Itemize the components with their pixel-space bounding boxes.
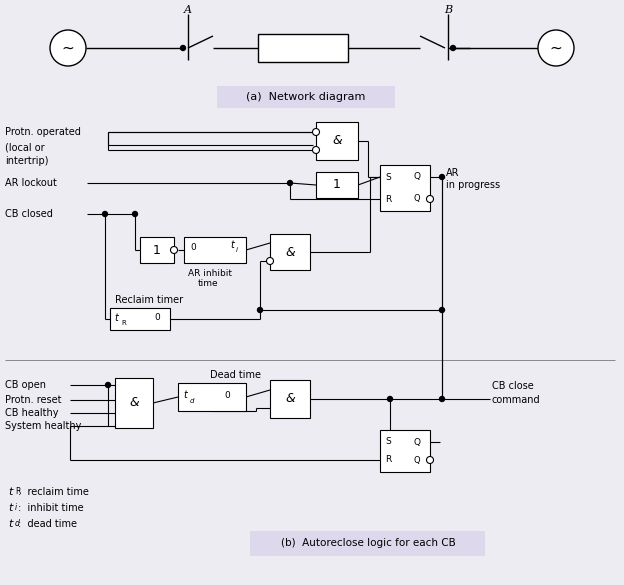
Text: Q: Q [414, 194, 421, 204]
Text: A: A [184, 5, 192, 15]
Circle shape [538, 30, 574, 66]
Text: ~: ~ [62, 40, 74, 56]
Circle shape [451, 46, 456, 50]
Text: AR lockout: AR lockout [5, 178, 57, 188]
Bar [380, 430, 430, 472]
Text: t: t [183, 390, 187, 400]
Text: 1: 1 [333, 178, 341, 191]
Bar [178, 383, 246, 411]
Circle shape [132, 212, 137, 216]
Text: S: S [385, 173, 391, 181]
Text: &: & [332, 135, 342, 147]
Text: Q: Q [414, 438, 421, 446]
Bar [380, 165, 430, 211]
Text: &: & [285, 393, 295, 405]
Text: &: & [285, 246, 295, 259]
Text: t: t [8, 519, 12, 529]
Text: System healthy: System healthy [5, 421, 81, 431]
Bar [316, 122, 358, 160]
Bar [316, 172, 358, 198]
Bar [250, 531, 485, 556]
Text: Protn. operated: Protn. operated [5, 127, 81, 137]
Text: Q: Q [414, 173, 421, 181]
Circle shape [439, 174, 444, 180]
Circle shape [313, 129, 319, 136]
Bar [270, 234, 310, 270]
Circle shape [426, 195, 434, 202]
Text: d: d [15, 519, 20, 528]
Text: t: t [114, 313, 118, 323]
Text: in progress: in progress [446, 180, 500, 190]
Text: intertrip): intertrip) [5, 156, 49, 166]
Text: CB open: CB open [5, 380, 46, 390]
Text: (local or: (local or [5, 142, 45, 152]
Circle shape [102, 212, 107, 216]
Bar [184, 237, 246, 263]
Bar [115, 378, 153, 428]
Text: &: & [129, 397, 139, 410]
Text: CB close: CB close [492, 381, 534, 391]
Text: t: t [8, 503, 12, 513]
Text: 0: 0 [190, 243, 196, 252]
Text: CB healthy: CB healthy [5, 408, 59, 418]
Circle shape [170, 246, 177, 253]
Bar [217, 86, 395, 108]
Text: Protn. reset: Protn. reset [5, 395, 62, 405]
Text: command: command [492, 395, 540, 405]
Text: (b)  Autoreclose logic for each CB: (b) Autoreclose logic for each CB [281, 538, 456, 548]
Text: B: B [444, 5, 452, 15]
Circle shape [288, 181, 293, 185]
Text: S: S [385, 438, 391, 446]
Circle shape [180, 46, 185, 50]
Text: :  dead time: : dead time [18, 519, 77, 529]
Text: CB closed: CB closed [5, 209, 53, 219]
Text: Q: Q [414, 456, 421, 464]
Circle shape [439, 397, 444, 401]
Bar [258, 34, 348, 62]
Text: AR inhibit: AR inhibit [188, 270, 232, 278]
Bar [270, 380, 310, 418]
Text: ~: ~ [550, 40, 562, 56]
Circle shape [388, 397, 392, 401]
Circle shape [105, 383, 110, 387]
Text: 0: 0 [224, 391, 230, 400]
Text: t: t [8, 487, 12, 497]
Text: d: d [190, 398, 195, 404]
Text: :  inhibit time: : inhibit time [18, 503, 84, 513]
Bar [140, 237, 174, 263]
Circle shape [50, 30, 86, 66]
Text: time: time [198, 280, 218, 288]
Text: R: R [385, 456, 391, 464]
Text: :  reclaim time: : reclaim time [18, 487, 89, 497]
Text: i: i [15, 504, 17, 512]
Text: i: i [236, 247, 238, 253]
Text: t: t [230, 240, 234, 250]
Text: R: R [15, 487, 21, 497]
Text: Reclaim timer: Reclaim timer [115, 295, 183, 305]
Text: (a)  Network diagram: (a) Network diagram [246, 92, 366, 102]
Circle shape [258, 308, 263, 312]
Circle shape [266, 257, 273, 264]
Text: 0: 0 [154, 314, 160, 322]
Circle shape [439, 308, 444, 312]
Circle shape [426, 456, 434, 463]
Text: R: R [385, 194, 391, 204]
Circle shape [313, 146, 319, 153]
Text: 1: 1 [153, 243, 161, 256]
Text: AR: AR [446, 168, 459, 178]
Text: Dead time: Dead time [210, 370, 261, 380]
Bar [110, 308, 170, 330]
Text: R: R [121, 320, 126, 326]
